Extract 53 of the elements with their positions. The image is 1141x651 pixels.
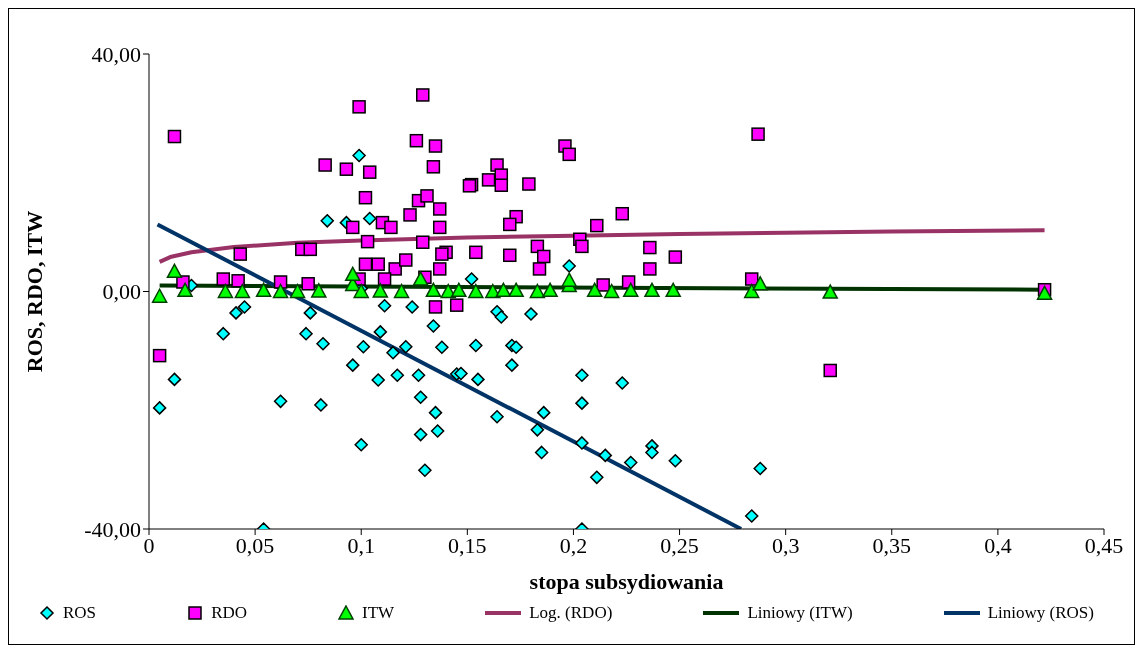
x-tick-label: 0 (143, 532, 155, 558)
x-tick-label: 0,05 (235, 532, 275, 558)
point (393, 283, 410, 299)
x-tick-label: 0,2 (559, 532, 588, 558)
y-tick-label: 0,00 (102, 279, 141, 305)
point (217, 283, 234, 299)
point (495, 282, 512, 298)
point (1036, 285, 1053, 301)
point (586, 282, 603, 298)
point (822, 284, 838, 299)
x-tick-label: 0,35 (872, 532, 912, 558)
point (272, 283, 289, 299)
x-tick-label: 0,25 (660, 532, 699, 558)
point (177, 282, 193, 298)
point (561, 272, 577, 287)
point (508, 282, 524, 298)
point (622, 282, 639, 298)
point (234, 283, 251, 299)
legend-label: Liniowy (ROS) (987, 603, 1094, 623)
point (603, 283, 620, 299)
point (372, 283, 389, 298)
y-axis-title: ROS, RDO, ITW (21, 210, 47, 373)
point (665, 282, 681, 298)
y-tick-label: 40,00 (91, 41, 141, 67)
point (166, 263, 183, 279)
y-tick-label: -40,00 (84, 516, 141, 542)
point (289, 283, 306, 299)
point (743, 283, 760, 299)
point (485, 283, 501, 299)
line-series (157, 228, 1047, 264)
x-tick-label: 0,45 (1084, 532, 1124, 558)
x-tick-label: 0,1 (347, 532, 375, 558)
legend-label: ITW (362, 603, 395, 623)
point (425, 282, 442, 298)
x-tick-label: 0,4 (984, 532, 1012, 558)
point (529, 283, 546, 299)
point (344, 266, 361, 282)
legend-label: Log. (RDO) (529, 603, 613, 623)
x-tick-label: 0,15 (448, 532, 487, 558)
legend-label: Liniowy (ITW) (747, 603, 853, 623)
legend-label: ROS (63, 603, 97, 623)
point (542, 282, 558, 298)
point (752, 276, 768, 291)
point (468, 283, 484, 299)
point (451, 282, 467, 298)
legend-label: RDO (211, 603, 248, 623)
x-tick-label: 0,3 (771, 532, 800, 558)
point (644, 282, 660, 298)
point (255, 282, 272, 298)
point (412, 271, 429, 286)
point (311, 283, 327, 298)
x-axis-title: stopa subsydiowania (529, 569, 724, 594)
point (151, 288, 168, 303)
